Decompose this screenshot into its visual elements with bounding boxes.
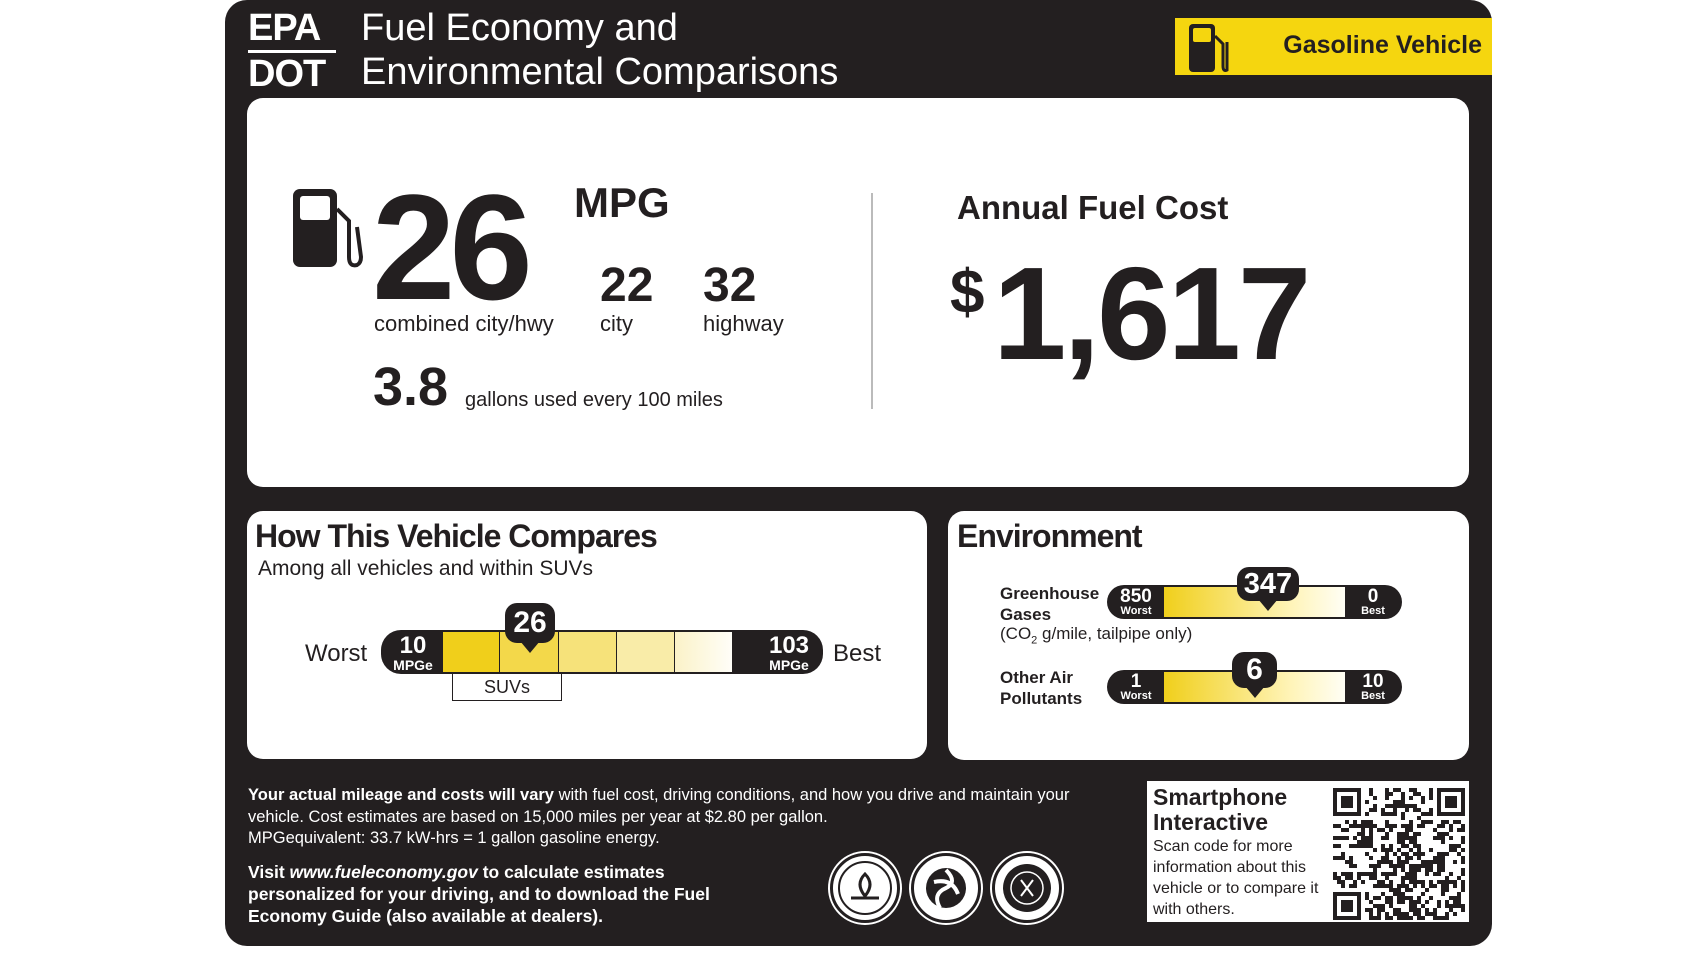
ghg-note: (CO2 g/mile, tailpipe only) bbox=[1000, 624, 1193, 647]
fuel-economy-panel bbox=[247, 98, 1469, 487]
scale-max: 103 MPGe bbox=[768, 632, 810, 673]
ghg-scale: 850 Worst 0 Best 347 bbox=[1107, 567, 1402, 619]
mpg-comparison-scale: 10 MPGe 103 MPGe 26 bbox=[381, 603, 823, 674]
fuel-pump-icon bbox=[293, 189, 363, 268]
compare-title: How This Vehicle Compares bbox=[255, 518, 658, 554]
ghg-worst: 850 Worst bbox=[1120, 586, 1152, 617]
scale-segment bbox=[675, 632, 733, 672]
highway-label: highway bbox=[703, 311, 784, 336]
ghg-label: Greenhouse Gases bbox=[1000, 584, 1100, 624]
suv-range: SUVs bbox=[452, 674, 562, 701]
combined-label: combined city/hwy bbox=[374, 311, 554, 336]
air-best: 10 Best bbox=[1361, 671, 1385, 702]
epa-dot-logo: EPA DOT bbox=[248, 8, 336, 94]
best-label: Best bbox=[833, 640, 882, 667]
smartphone-title: Smartphone Interactive bbox=[1153, 784, 1288, 835]
gallons-label: gallons used every 100 miles bbox=[465, 389, 723, 411]
air-worst: 1 Worst bbox=[1120, 671, 1152, 702]
qr-code[interactable] bbox=[1333, 788, 1465, 920]
scale-segment bbox=[617, 632, 675, 672]
air-pollutants-label: Other Air Pollutants bbox=[1000, 668, 1083, 708]
smartphone-text: Scan code for more information about thi… bbox=[1153, 838, 1319, 918]
ghg-best: 0 Best bbox=[1361, 586, 1385, 617]
currency-symbol: $ bbox=[950, 258, 985, 327]
dot-seal-icon bbox=[911, 853, 981, 923]
combined-mpg: 26 bbox=[372, 163, 533, 331]
environment-panel bbox=[948, 511, 1469, 760]
compare-subtitle: Among all vehicles and within SUVs bbox=[258, 557, 593, 580]
mpg-unit: MPG bbox=[574, 179, 670, 226]
visit-note: Visit www.fueleconomy.gov to calculate e… bbox=[248, 862, 710, 926]
environment-title: Environment bbox=[957, 518, 1143, 554]
fuel-pump-icon bbox=[1189, 24, 1229, 72]
air-pollutants-scale: 1 Worst 10 Best 6 bbox=[1107, 652, 1402, 704]
label-title: Fuel Economy and Environmental Comparison… bbox=[361, 7, 839, 93]
epa-seal-icon bbox=[830, 853, 900, 923]
gallons-per-100: 3.8 bbox=[373, 357, 449, 417]
divider bbox=[871, 193, 873, 409]
doe-seal-icon bbox=[992, 853, 1062, 923]
scale-segment bbox=[443, 632, 500, 672]
scale-min: 10 MPGe bbox=[393, 632, 433, 673]
worst-label: Worst bbox=[305, 640, 368, 667]
highway-mpg: 32 bbox=[703, 259, 757, 312]
disclaimer: Your actual mileage and costs will vary … bbox=[248, 786, 1070, 847]
fueleconomy-link[interactable]: www.fueleconomy.gov bbox=[289, 862, 478, 882]
annual-fuel-cost-value: 1,617 bbox=[993, 240, 1311, 387]
air-marker: 6 bbox=[1232, 652, 1277, 698]
badge-text: Gasoline Vehicle bbox=[1283, 31, 1482, 59]
ghg-marker: 347 bbox=[1237, 567, 1299, 611]
annual-fuel-cost-label: Annual Fuel Cost bbox=[957, 189, 1229, 226]
city-label: city bbox=[600, 311, 633, 336]
vehicle-marker: 26 bbox=[505, 603, 555, 653]
vehicle-type-badge: Gasoline Vehicle bbox=[1175, 18, 1492, 75]
city-mpg: 22 bbox=[600, 259, 654, 312]
scale-segment bbox=[559, 632, 617, 672]
